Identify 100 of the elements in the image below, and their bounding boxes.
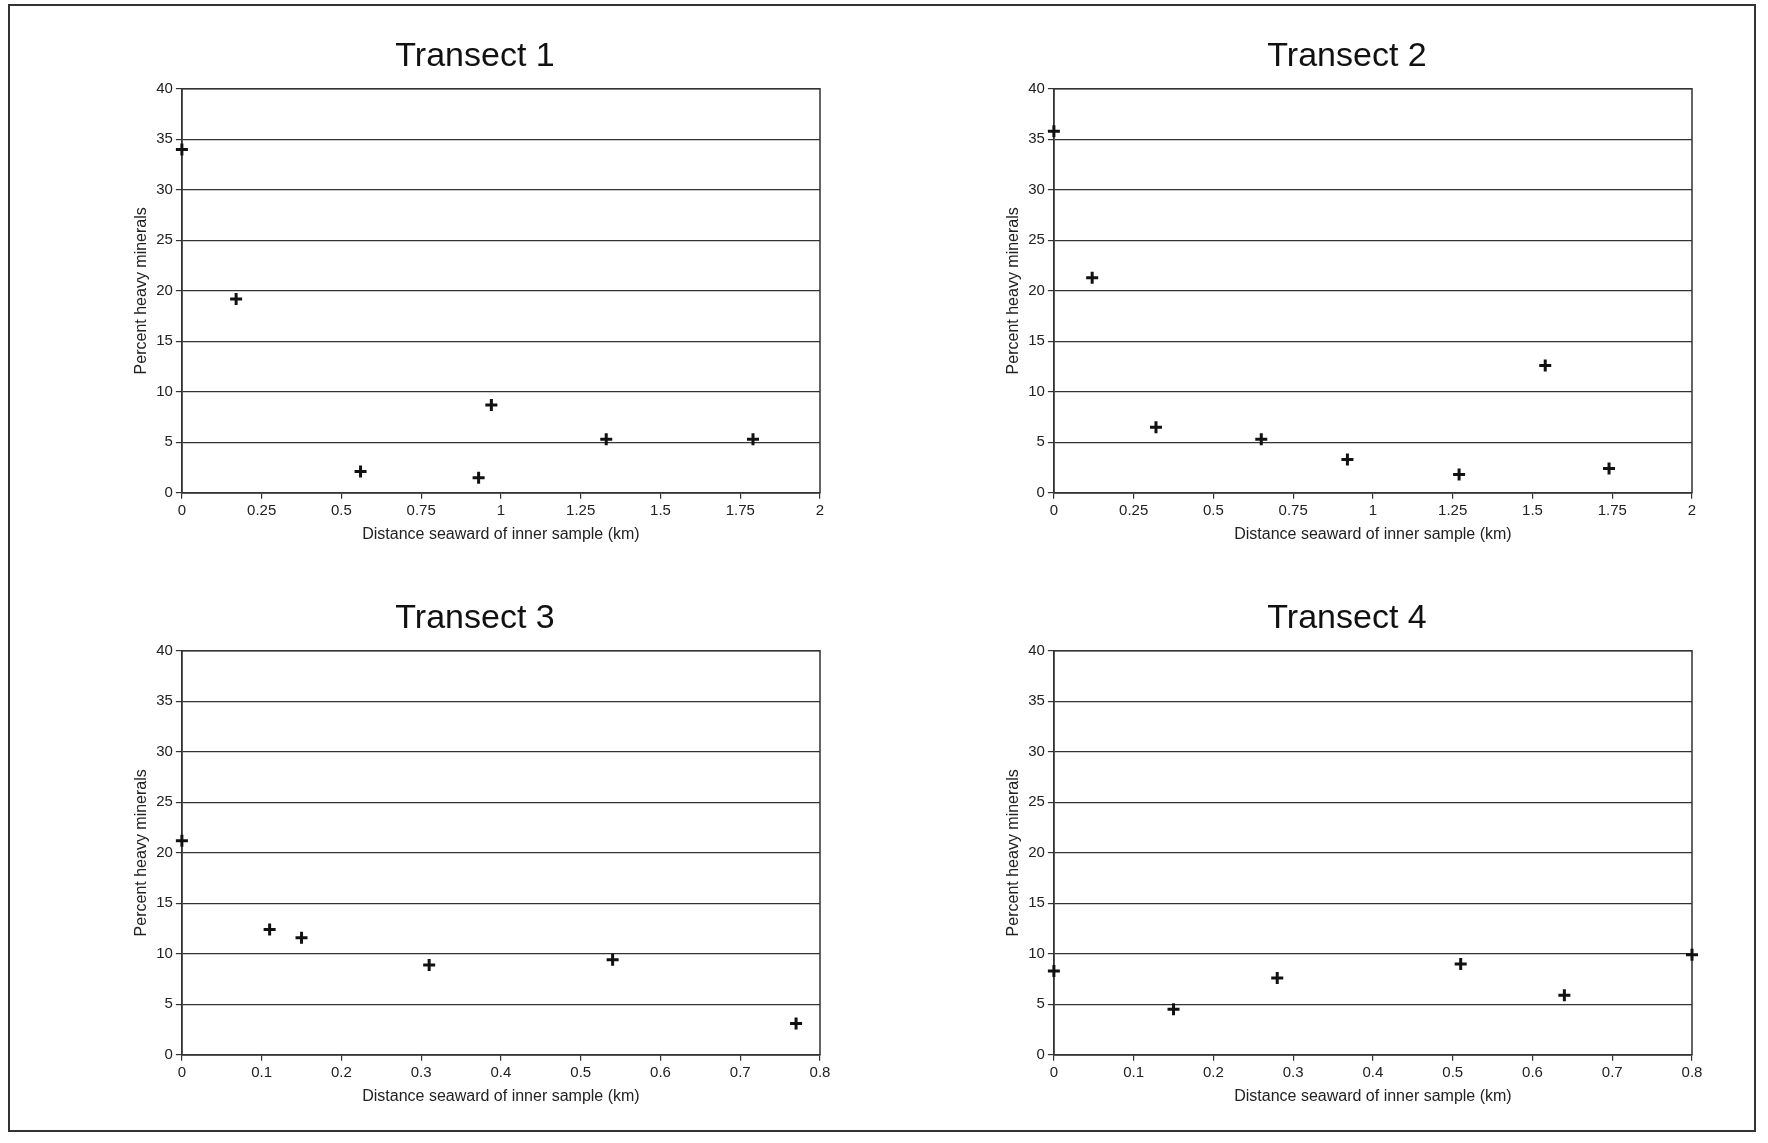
x-tick-label: 0.6	[1522, 1062, 1543, 1080]
point	[294, 930, 310, 946]
x-tick-label: 0.75	[406, 500, 436, 518]
x-tick-label: 0	[177, 1062, 187, 1080]
y-tick-label: 40	[1028, 640, 1045, 658]
x-axis-title: Distance seaward of inner sample (km)	[1234, 1086, 1512, 1104]
x-tick-label: 0.3	[1282, 1062, 1304, 1080]
y-tick-label: 20	[156, 842, 173, 860]
point	[1046, 123, 1062, 139]
x-tick-label: 0.3	[410, 1062, 432, 1080]
x-tick-label: 2	[815, 500, 825, 518]
x-tick-label: 0.4	[490, 1062, 512, 1080]
y-tick-label: 20	[1028, 842, 1045, 860]
y-tick-label: 0	[164, 482, 173, 500]
x-axis-title: Distance seaward of inner sample (km)	[362, 1086, 640, 1104]
x-tick-label: 0.5	[1442, 1062, 1464, 1080]
point	[174, 833, 190, 849]
y-axis-title: Percent heavy minerals	[132, 769, 150, 937]
x-tick-label: 0.5	[1202, 500, 1224, 518]
x-tick-label: 0.7	[729, 1062, 751, 1080]
y-tick-label: 25	[156, 792, 173, 810]
x-tick-label: 0	[1049, 1062, 1059, 1080]
y-tick-label: 25	[156, 230, 173, 248]
y-tick-label: 15	[156, 331, 173, 349]
point	[421, 957, 437, 973]
y-tick-label: 0	[164, 1044, 173, 1062]
point	[788, 1015, 804, 1031]
chart-title: Transect 2	[1267, 34, 1427, 73]
y-tick-label: 10	[1028, 381, 1045, 399]
x-tick-label: 0.5	[570, 1062, 592, 1080]
y-tick-label: 5	[1036, 994, 1045, 1012]
y-tick-label: 5	[164, 432, 173, 450]
x-tick-label: 0.2	[1202, 1062, 1224, 1080]
point	[1451, 467, 1467, 483]
x-tick-label: 0	[177, 500, 187, 518]
point	[262, 922, 278, 938]
y-tick-label: 5	[164, 994, 173, 1012]
y-axis-title: Percent heavy minerals	[132, 207, 150, 375]
point	[1084, 270, 1100, 286]
point	[745, 431, 761, 447]
x-tick-label: 0.2	[330, 1062, 352, 1080]
y-tick-label: 20	[1028, 280, 1045, 298]
y-tick-label: 40	[156, 78, 173, 96]
y-tick-label: 35	[1028, 691, 1045, 709]
y-tick-label: 10	[1028, 943, 1045, 961]
y-tick-label: 5	[1036, 432, 1045, 450]
x-tick-label: 0.5	[330, 500, 352, 518]
y-tick-label: 10	[156, 943, 173, 961]
y-tick-label: 15	[1028, 893, 1045, 911]
y-tick-label: 30	[156, 179, 173, 197]
y-tick-label: 35	[1028, 129, 1045, 147]
x-tick-label: 1.25	[1438, 500, 1468, 518]
x-tick-label: 0.8	[1681, 1062, 1703, 1080]
y-tick-label: 20	[156, 280, 173, 298]
point	[228, 291, 244, 307]
x-tick-label: 0.1	[251, 1062, 273, 1080]
y-tick-label: 30	[156, 741, 173, 759]
x-tick-label: 1	[496, 500, 506, 518]
x-tick-label: 1	[1368, 500, 1378, 518]
x-tick-label: 1.5	[1522, 500, 1543, 518]
y-tick-label: 25	[1028, 792, 1045, 810]
x-tick-label: 0.25	[1119, 500, 1149, 518]
point	[1148, 419, 1164, 435]
x-tick-label: 0.7	[1601, 1062, 1623, 1080]
chart-title: Transect 3	[395, 596, 555, 635]
x-tick-label: 2	[1687, 500, 1697, 518]
x-tick-label: 0	[1049, 500, 1059, 518]
x-tick-label: 1.75	[725, 500, 755, 518]
x-tick-label: 0.6	[650, 1062, 671, 1080]
y-tick-label: 35	[156, 691, 173, 709]
point	[1253, 431, 1269, 447]
point	[605, 952, 621, 968]
x-tick-label: 0.8	[809, 1062, 831, 1080]
point	[174, 141, 190, 157]
y-axis-title: Percent heavy minerals	[1004, 207, 1022, 375]
x-tick-label: 1.25	[566, 500, 596, 518]
point	[1601, 461, 1617, 477]
chart-title: Transect 1	[395, 34, 555, 73]
x-tick-label: 1.75	[1597, 500, 1627, 518]
x-tick-label: 0.75	[1278, 500, 1308, 518]
point	[353, 464, 369, 480]
y-tick-label: 15	[156, 893, 173, 911]
point	[471, 470, 487, 486]
y-tick-label: 10	[156, 381, 173, 399]
x-tick-label: 1.5	[650, 500, 671, 518]
point	[1339, 451, 1355, 467]
y-tick-label: 40	[1028, 78, 1045, 96]
point	[1537, 358, 1553, 374]
x-tick-label: 0.1	[1123, 1062, 1145, 1080]
x-axis-title: Distance seaward of inner sample (km)	[1234, 524, 1512, 542]
y-tick-label: 0	[1036, 482, 1045, 500]
chart-title: Transect 4	[1267, 596, 1427, 635]
y-tick-label: 25	[1028, 230, 1045, 248]
point	[598, 431, 614, 447]
y-tick-label: 0	[1036, 1044, 1045, 1062]
x-tick-label: 0.25	[247, 500, 277, 518]
x-tick-label: 0.4	[1362, 1062, 1384, 1080]
y-tick-label: 40	[156, 640, 173, 658]
point	[483, 397, 499, 413]
y-tick-label: 30	[1028, 179, 1045, 197]
